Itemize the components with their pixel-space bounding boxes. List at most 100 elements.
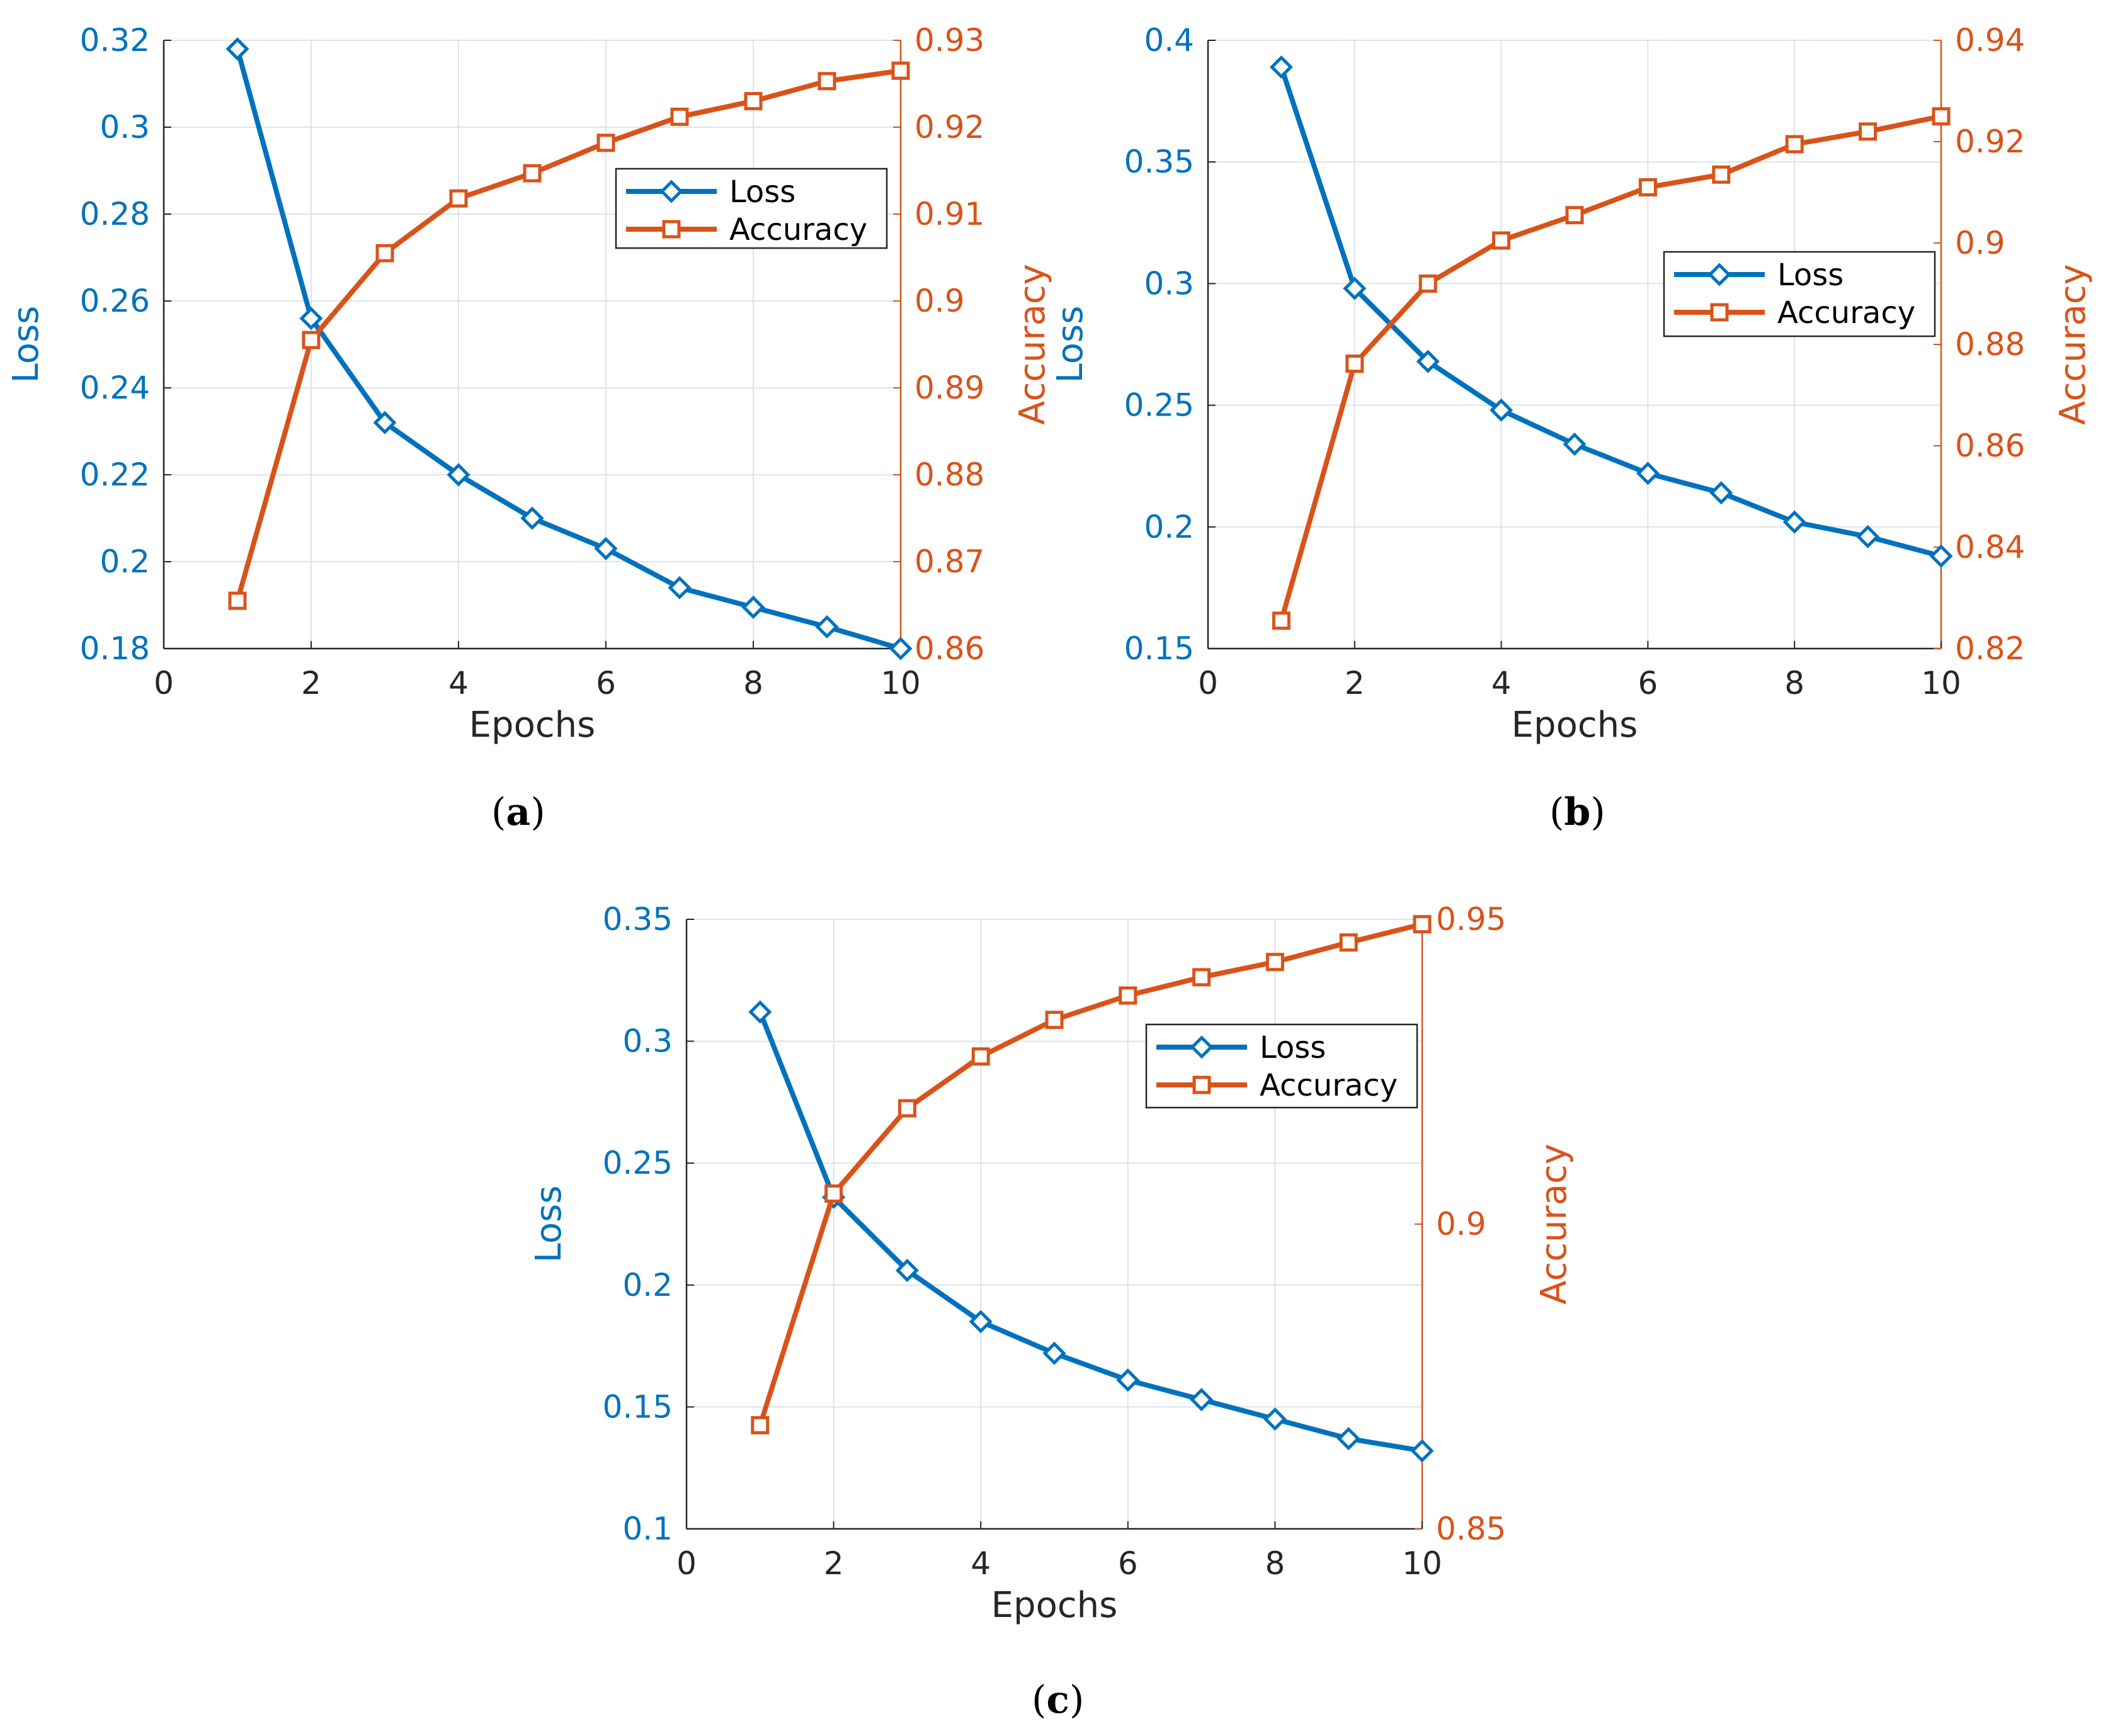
point-loss bbox=[815, 615, 839, 639]
x-tick-label: 8 bbox=[743, 665, 763, 701]
y-tick-label-left: 0.22 bbox=[80, 457, 150, 493]
point-loss bbox=[1490, 398, 1513, 422]
point-loss bbox=[748, 1000, 772, 1024]
x-tick-label: 4 bbox=[448, 665, 469, 701]
point-loss bbox=[1269, 55, 1293, 79]
y-tick-label-right: 0.95 bbox=[1436, 901, 1506, 938]
legend-label-accuracy: Accuracy bbox=[1260, 1068, 1398, 1103]
point-loss bbox=[299, 307, 323, 331]
x-tick-label: 8 bbox=[1784, 665, 1804, 701]
y-tick-label-right: 0.93 bbox=[915, 22, 984, 59]
legend-label-loss: Loss bbox=[1260, 1030, 1326, 1065]
point-accuracy bbox=[1932, 107, 1951, 126]
point-accuracy bbox=[1785, 135, 1804, 154]
y-tick-label-left: 0.4 bbox=[1144, 22, 1194, 59]
y-tick-label-left: 0.25 bbox=[603, 1145, 673, 1181]
point-accuracy bbox=[449, 189, 468, 208]
point-accuracy bbox=[1565, 206, 1584, 225]
point-loss bbox=[1416, 349, 1440, 373]
x-tick-label: 10 bbox=[1402, 1545, 1442, 1582]
point-loss bbox=[1929, 544, 1953, 568]
y-axis-label-left: Loss bbox=[6, 306, 47, 383]
y-tick-label-left: 0.15 bbox=[603, 1388, 673, 1425]
legend-marker bbox=[1710, 303, 1729, 322]
y-tick-label-left: 0.2 bbox=[1144, 509, 1194, 545]
y-tick-label-left: 0.2 bbox=[100, 543, 150, 580]
y-tick-label-left: 0.32 bbox=[80, 22, 150, 59]
legend-label-accuracy: Accuracy bbox=[1777, 295, 1915, 331]
y-tick-label-left: 0.3 bbox=[100, 109, 150, 145]
point-loss bbox=[1782, 510, 1806, 534]
series-line-accuracy bbox=[235, 68, 901, 602]
legend-label-loss: Loss bbox=[1777, 258, 1844, 293]
series-line-accuracy bbox=[757, 921, 1423, 1426]
x-tick-label: 0 bbox=[154, 665, 174, 701]
y-tick-label-right: 0.9 bbox=[1436, 1206, 1486, 1242]
x-tick-label: 6 bbox=[1118, 1545, 1138, 1582]
point-accuracy bbox=[971, 1047, 990, 1066]
x-axis-label: Epochs bbox=[1512, 705, 1638, 746]
point-accuracy bbox=[523, 164, 542, 183]
y-tick-label-right: 0.82 bbox=[1955, 630, 2025, 667]
y-tick-label-left: 0.3 bbox=[1144, 265, 1194, 302]
point-loss bbox=[969, 1310, 993, 1334]
y-tick-label-right: 0.89 bbox=[915, 370, 984, 406]
x-tick-label: 10 bbox=[881, 665, 921, 701]
y-tick-label-left: 0.18 bbox=[80, 630, 150, 667]
y-tick-label-left: 0.2 bbox=[622, 1267, 673, 1303]
caption-a: (a) bbox=[491, 790, 545, 834]
legend-marker bbox=[659, 179, 683, 203]
point-accuracy bbox=[751, 1415, 770, 1434]
point-accuracy bbox=[1345, 355, 1364, 373]
caption-c: (c) bbox=[1032, 1678, 1085, 1722]
x-tick-label: 4 bbox=[971, 1545, 991, 1582]
point-accuracy bbox=[898, 1099, 916, 1118]
x-tick-label: 10 bbox=[1921, 665, 1961, 701]
y-tick-label-right: 0.94 bbox=[1955, 22, 2025, 59]
legend-label-loss: Loss bbox=[729, 174, 795, 210]
y-axis-label-left: Loss bbox=[528, 1186, 569, 1263]
y-tick-label-left: 0.24 bbox=[80, 370, 150, 406]
legend-marker bbox=[1707, 263, 1731, 286]
x-tick-label: 2 bbox=[824, 1545, 844, 1582]
y-tick-label-left: 0.35 bbox=[603, 901, 673, 938]
point-accuracy bbox=[744, 92, 763, 111]
point-loss bbox=[1042, 1341, 1066, 1365]
point-accuracy bbox=[1638, 178, 1657, 196]
x-tick-label: 2 bbox=[1345, 665, 1365, 701]
point-accuracy bbox=[824, 1184, 843, 1203]
y-tick-label-right: 0.87 bbox=[915, 543, 984, 580]
x-tick-label: 4 bbox=[1491, 665, 1512, 701]
y-tick-label-right: 0.86 bbox=[1955, 428, 2025, 464]
y-tick-label-right: 0.88 bbox=[1955, 326, 2025, 363]
point-loss bbox=[225, 37, 249, 61]
point-loss bbox=[1343, 276, 1367, 300]
legend-box bbox=[1145, 1023, 1418, 1109]
point-accuracy bbox=[1413, 915, 1432, 934]
point-loss bbox=[1263, 1407, 1287, 1431]
x-tick-label: 6 bbox=[1638, 665, 1658, 701]
point-loss bbox=[741, 595, 765, 619]
legend-box bbox=[615, 167, 888, 249]
point-accuracy bbox=[1712, 165, 1731, 184]
legend-marker bbox=[1190, 1035, 1214, 1059]
y-tick-label-right: 0.92 bbox=[1955, 123, 2025, 160]
x-tick-label: 8 bbox=[1265, 1545, 1285, 1582]
y-tick-label-right: 0.9 bbox=[915, 283, 965, 319]
y-tick-label-left: 0.35 bbox=[1124, 144, 1194, 180]
point-accuracy bbox=[596, 133, 615, 152]
point-loss bbox=[668, 576, 692, 599]
point-loss bbox=[447, 463, 470, 487]
point-loss bbox=[520, 506, 544, 530]
point-accuracy bbox=[891, 61, 910, 80]
y-axis-label-right: Accuracy bbox=[1534, 1143, 1575, 1305]
y-tick-label-right: 0.88 bbox=[915, 457, 984, 493]
y-tick-label-right: 0.85 bbox=[1436, 1511, 1506, 1547]
point-accuracy bbox=[670, 107, 689, 126]
caption-b: (b) bbox=[1549, 790, 1605, 834]
point-accuracy bbox=[1045, 1011, 1064, 1030]
y-tick-label-right: 0.84 bbox=[1955, 529, 2025, 565]
